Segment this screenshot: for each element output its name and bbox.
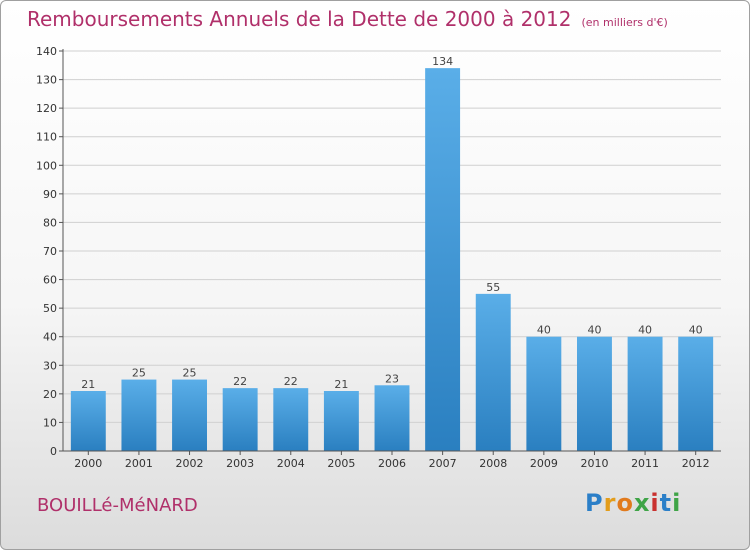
logo-letter: P xyxy=(585,489,604,517)
bar-2011 xyxy=(627,336,663,451)
data-label-2001: 25 xyxy=(132,367,146,380)
data-label-2011: 40 xyxy=(638,324,652,337)
x-tick-label-2010: 2010 xyxy=(580,457,608,470)
y-tick-label: 10 xyxy=(43,416,57,429)
data-label-2003: 22 xyxy=(233,375,247,388)
chart-title: Remboursements Annuels de la Dette de 20… xyxy=(27,7,668,31)
data-label-2002: 25 xyxy=(183,367,197,380)
logo-letter: x xyxy=(633,489,651,517)
logo-letter: r xyxy=(603,489,617,517)
chart-title-unit: (en milliers d'€) xyxy=(581,16,668,29)
x-tick-label-2012: 2012 xyxy=(682,457,710,470)
bar-2010 xyxy=(576,336,612,451)
data-label-2006: 23 xyxy=(385,372,399,385)
bar-2003 xyxy=(222,388,258,451)
bar-2009 xyxy=(526,336,562,451)
data-label-2000: 21 xyxy=(81,378,95,391)
bar-2001 xyxy=(121,379,157,451)
x-tick-label-2011: 2011 xyxy=(631,457,659,470)
y-tick-label: 70 xyxy=(43,245,57,258)
bar-2012 xyxy=(678,336,714,451)
bar-2000 xyxy=(70,391,106,451)
data-label-2005: 21 xyxy=(334,378,348,391)
bar-2007 xyxy=(425,68,461,452)
bar-2002 xyxy=(172,379,208,451)
logo-letter: t xyxy=(659,489,673,517)
y-tick-label: 130 xyxy=(36,74,57,87)
y-tick-label: 90 xyxy=(43,188,57,201)
x-tick-label-2009: 2009 xyxy=(530,457,558,470)
logo-letter: o xyxy=(616,489,634,517)
axis-layer: 0 10 20 30 40 50 60 70 80 90 100 110 120 130 140 2000 20… xyxy=(36,45,721,470)
y-tick-label: 30 xyxy=(43,359,57,372)
y-tick-label: 80 xyxy=(43,216,57,229)
y-tick-label: 40 xyxy=(43,331,57,344)
x-tick-label-2002: 2002 xyxy=(176,457,204,470)
bar-2005 xyxy=(323,391,359,451)
x-tick-label-2006: 2006 xyxy=(378,457,406,470)
data-label-2012: 40 xyxy=(689,324,703,337)
data-label-2004: 22 xyxy=(284,375,298,388)
x-tick-label-2007: 2007 xyxy=(429,457,457,470)
data-label-2007: 134 xyxy=(432,55,453,68)
x-tick-label-2004: 2004 xyxy=(277,457,305,470)
data-label-2010: 40 xyxy=(587,324,601,337)
x-tick-label-2001: 2001 xyxy=(125,457,153,470)
data-label-2008: 55 xyxy=(486,281,500,294)
x-tick-label-2005: 2005 xyxy=(327,457,355,470)
y-tick-label: 0 xyxy=(50,445,57,458)
y-tick-label: 60 xyxy=(43,274,57,287)
data-label-2009: 40 xyxy=(537,324,551,337)
y-tick-label: 20 xyxy=(43,388,57,401)
x-tick-label-2000: 2000 xyxy=(74,457,102,470)
bar-2004 xyxy=(273,388,309,451)
y-tick-label: 100 xyxy=(36,159,57,172)
bars-layer xyxy=(70,68,714,452)
logo-letter: i xyxy=(672,489,682,517)
y-tick-label: 50 xyxy=(43,302,57,315)
x-tick-label-2008: 2008 xyxy=(479,457,507,470)
chart-title-main: Remboursements Annuels de la Dette de 20… xyxy=(27,7,572,31)
y-tick-label: 120 xyxy=(36,102,57,115)
bar-2008 xyxy=(475,293,511,451)
logo-letter: i xyxy=(650,489,660,517)
x-tick-label-2003: 2003 xyxy=(226,457,254,470)
bar-2006 xyxy=(374,385,410,451)
town-name: BOUILLé-MéNARD xyxy=(37,495,198,516)
y-tick-label: 140 xyxy=(36,45,57,58)
labels-layer: 21 25 25 22 22 21 23 134 55 40 40 40 40 xyxy=(81,55,702,391)
y-tick-label: 110 xyxy=(36,131,57,144)
proxiti-logo: Proxiti xyxy=(585,489,695,525)
